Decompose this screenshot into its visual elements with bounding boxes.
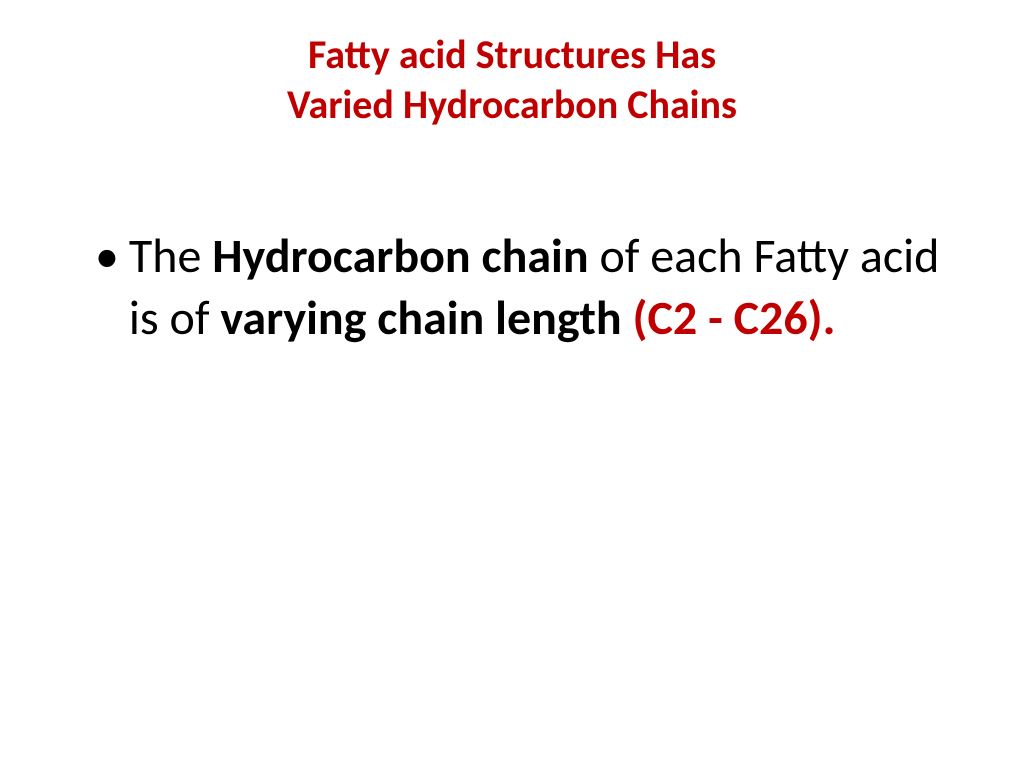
text-segment-2: Hydrocarbon chain (212, 226, 599, 285)
bullet-item-1: • The Hydrocarbon chain of each Fatty ac… (95, 225, 964, 350)
text-segment-5: (C2 - C26). (633, 288, 836, 347)
slide-title: Fatty acid Structures Has Varied Hydroca… (60, 30, 964, 130)
bullet-list: • The Hydrocarbon chain of each Fatty ac… (60, 225, 964, 350)
bullet-text: The Hydrocarbon chain of each Fatty acid… (129, 225, 964, 350)
title-line-2: Varied Hydrocarbon Chains (60, 80, 964, 130)
text-segment-4: varying chain length (220, 288, 632, 347)
title-line-1: Fatty acid Structures Has (60, 30, 964, 80)
slide-container: Fatty acid Structures Has Varied Hydroca… (0, 0, 1024, 768)
bullet-marker: • (95, 225, 119, 287)
text-segment-1: The (129, 226, 212, 285)
